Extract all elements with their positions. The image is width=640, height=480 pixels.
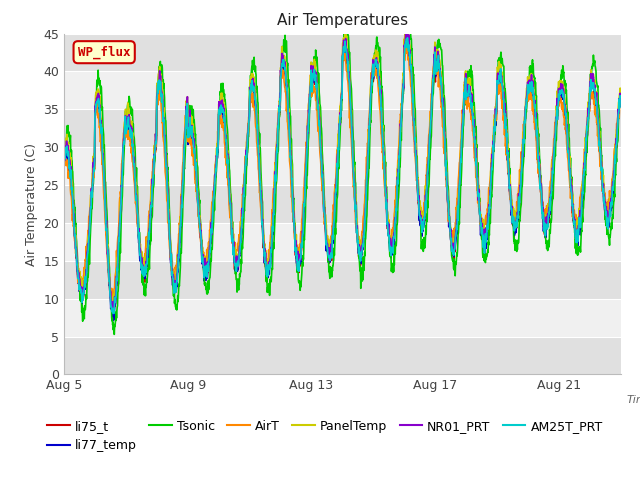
Y-axis label: Air Temperature (C): Air Temperature (C)	[25, 143, 38, 265]
Text: WP_flux: WP_flux	[78, 46, 131, 59]
Text: Time: Time	[627, 395, 640, 405]
Bar	[64, 299, 621, 336]
Bar	[64, 109, 621, 147]
Bar	[64, 261, 621, 299]
Title: Air Temperatures: Air Temperatures	[277, 13, 408, 28]
Bar	[64, 223, 621, 261]
Bar	[64, 34, 621, 72]
Bar	[64, 336, 621, 374]
Bar	[64, 185, 621, 223]
Bar	[64, 72, 621, 109]
Legend: li75_t, li77_temp, Tsonic, AirT, PanelTemp, NR01_PRT, AM25T_PRT: li75_t, li77_temp, Tsonic, AirT, PanelTe…	[42, 415, 607, 457]
Bar	[64, 147, 621, 185]
